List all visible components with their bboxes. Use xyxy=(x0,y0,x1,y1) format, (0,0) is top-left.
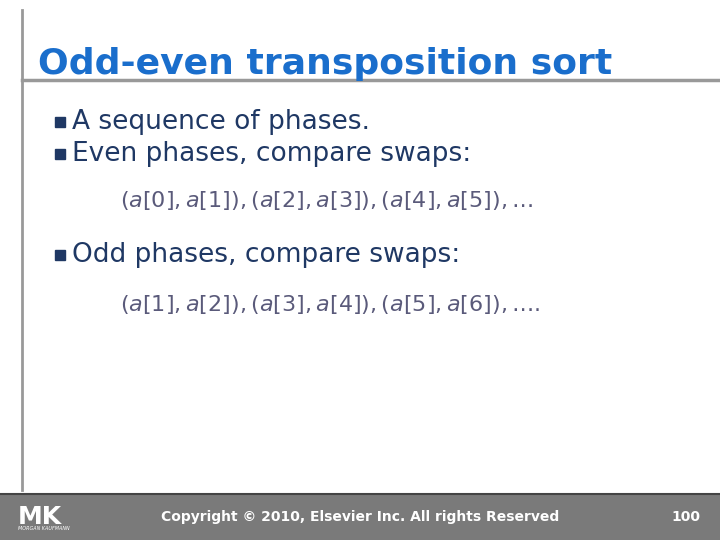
Text: Odd phases, compare swaps:: Odd phases, compare swaps: xyxy=(72,242,460,268)
Text: MK: MK xyxy=(18,505,62,529)
Text: Even phases, compare swaps:: Even phases, compare swaps: xyxy=(72,141,472,167)
Text: MORGAN KAUFMANN: MORGAN KAUFMANN xyxy=(18,525,70,530)
Bar xyxy=(55,250,65,260)
Text: Copyright © 2010, Elsevier Inc. All rights Reserved: Copyright © 2010, Elsevier Inc. All righ… xyxy=(161,510,559,524)
Text: A sequence of phases.: A sequence of phases. xyxy=(72,109,370,135)
Bar xyxy=(0,494,720,540)
Bar xyxy=(55,149,65,159)
Text: $(a[0],a[1]),(a[2],a[3]),(a[4],a[5]),\ldots$: $(a[0],a[1]),(a[2],a[3]),(a[4],a[5]),\ld… xyxy=(120,188,534,212)
Text: 100: 100 xyxy=(671,510,700,524)
Bar xyxy=(55,117,65,127)
Text: Odd-even transposition sort: Odd-even transposition sort xyxy=(38,47,612,81)
Text: $(a[1],a[2]),(a[3],a[4]),(a[5],a[6]),\ldots.$: $(a[1],a[2]),(a[3],a[4]),(a[5],a[6]),\ld… xyxy=(120,294,540,316)
